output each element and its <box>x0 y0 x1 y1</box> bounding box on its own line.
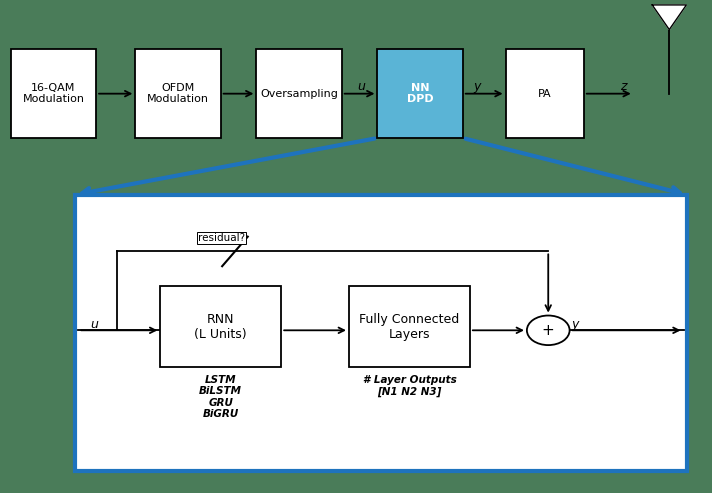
Text: LSTM
BiLSTM
GRU
BiGRU: LSTM BiLSTM GRU BiGRU <box>199 375 242 420</box>
Text: Fully Connected
Layers: Fully Connected Layers <box>360 313 459 341</box>
Circle shape <box>527 316 570 345</box>
Bar <box>256 49 342 138</box>
Text: NN
DPD: NN DPD <box>407 83 434 105</box>
Text: PA: PA <box>538 89 552 99</box>
Bar <box>377 49 463 138</box>
Text: u: u <box>90 318 98 331</box>
Text: # Layer Outputs
[N1 N2 N3]: # Layer Outputs [N1 N2 N3] <box>362 375 456 396</box>
Text: OFDM
Modulation: OFDM Modulation <box>147 83 209 105</box>
Text: Oversampling: Oversampling <box>260 89 338 99</box>
Text: u: u <box>357 80 366 93</box>
Text: residual?: residual? <box>198 233 245 243</box>
Bar <box>349 286 470 367</box>
Bar <box>75 195 687 471</box>
Bar <box>11 49 96 138</box>
Text: 16-QAM
Modulation: 16-QAM Modulation <box>22 83 85 105</box>
Bar <box>506 49 584 138</box>
Bar <box>160 286 281 367</box>
Polygon shape <box>652 5 686 30</box>
Text: +: + <box>542 323 555 338</box>
Text: RNN
(L Units): RNN (L Units) <box>194 313 247 341</box>
Text: y: y <box>473 80 481 93</box>
Bar <box>135 49 221 138</box>
Text: z: z <box>619 80 627 93</box>
Text: y: y <box>572 318 579 331</box>
